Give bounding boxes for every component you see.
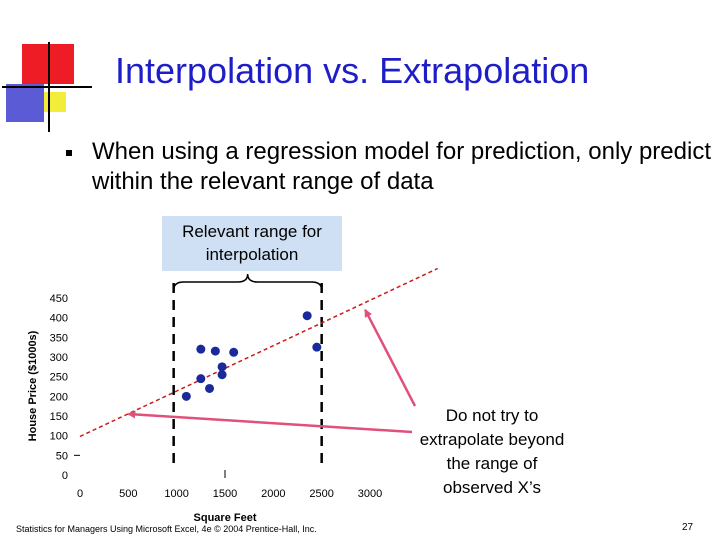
extrapolation-arrow-upper bbox=[364, 308, 417, 407]
data-point bbox=[205, 383, 215, 393]
y-tick-label: 450 bbox=[50, 293, 68, 305]
x-tick-label: 2000 bbox=[261, 488, 285, 500]
data-point bbox=[229, 347, 239, 357]
x-tick-label: 2500 bbox=[309, 488, 333, 500]
page-number: 27 bbox=[682, 522, 694, 533]
bullet-marker bbox=[66, 150, 72, 156]
data-point bbox=[302, 311, 312, 321]
data-point bbox=[217, 362, 227, 372]
y-axis-label: House Price ($1000s) bbox=[27, 330, 39, 441]
relevant-range-brace bbox=[172, 273, 323, 291]
data-point bbox=[196, 374, 206, 384]
extrapolation-arrow-lower bbox=[127, 410, 413, 434]
data-points bbox=[181, 311, 322, 401]
decor-blue-square bbox=[6, 84, 44, 122]
decor-horizontal-line bbox=[2, 86, 92, 88]
x-axis-ticks: 0 500 1000 1500 2000 2500 3000 bbox=[77, 470, 382, 500]
x-tick-label: 1000 bbox=[164, 488, 188, 500]
bullet-text: When using a regression model for predic… bbox=[92, 138, 711, 195]
y-tick-label: 150 bbox=[50, 411, 68, 423]
data-point bbox=[217, 370, 227, 380]
y-tick-label: 250 bbox=[50, 372, 68, 384]
relevant-range-callout: Relevant range for interpolation bbox=[162, 216, 342, 271]
footer-citation: Statistics for Managers Using Microsoft … bbox=[16, 524, 317, 534]
y-tick-label: 50 bbox=[56, 450, 68, 462]
y-tick-label: 200 bbox=[50, 391, 68, 403]
y-axis-ticks: 0 50 100 150 200 250 300 350 400 450 bbox=[50, 293, 80, 482]
y-tick-label: 0 bbox=[62, 470, 68, 482]
data-point bbox=[196, 344, 206, 354]
data-point bbox=[210, 346, 220, 356]
regression-line bbox=[79, 267, 438, 438]
extrapolation-warning-callout: Do not try to extrapolate beyond the ran… bbox=[419, 406, 565, 497]
slide-title: Interpolation vs. Extrapolation bbox=[115, 50, 590, 91]
data-point bbox=[312, 342, 322, 352]
y-tick-label: 350 bbox=[50, 332, 68, 344]
data-point bbox=[181, 391, 191, 401]
x-tick-label: 0 bbox=[77, 488, 83, 500]
x-tick-label: 1500 bbox=[213, 488, 237, 500]
y-tick-label: 100 bbox=[50, 431, 68, 443]
y-tick-label: 300 bbox=[50, 352, 68, 364]
x-axis-label: Square Feet bbox=[194, 512, 257, 524]
x-tick-label: 500 bbox=[119, 488, 137, 500]
y-tick-label: 400 bbox=[50, 313, 68, 325]
x-tick-label: 3000 bbox=[358, 488, 382, 500]
